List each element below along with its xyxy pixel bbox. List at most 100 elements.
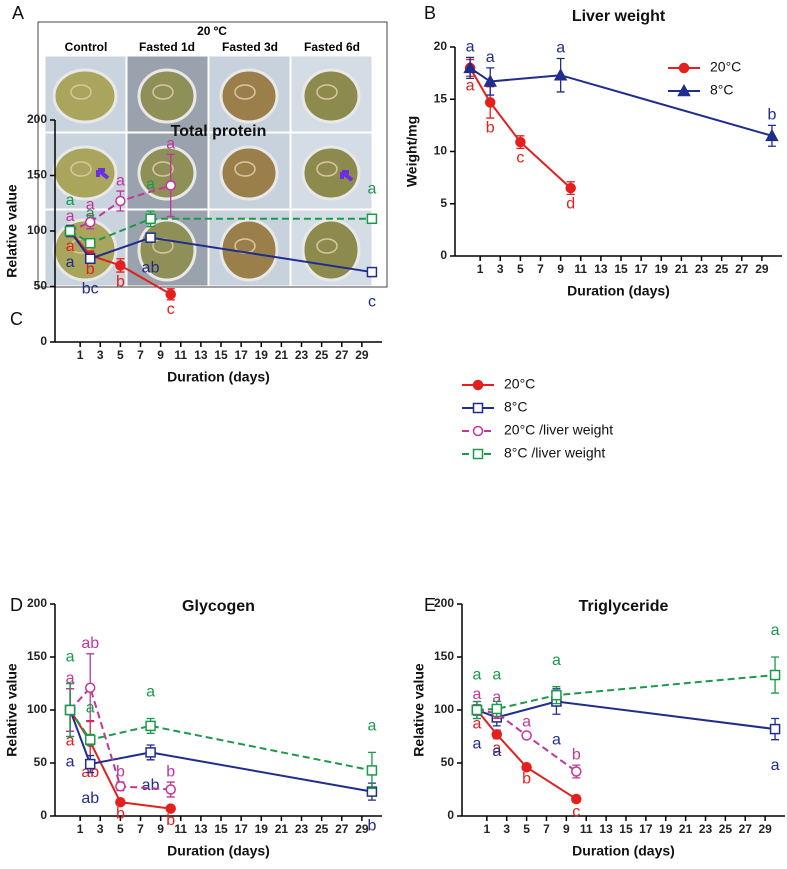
marker xyxy=(366,765,378,776)
marker xyxy=(769,669,781,681)
legend-marker xyxy=(678,62,690,74)
liver-detail xyxy=(316,161,338,177)
x-tick-label: 19 xyxy=(255,348,269,362)
y-tick-label: 0 xyxy=(447,808,454,822)
liver xyxy=(219,68,279,124)
significance-label: a xyxy=(66,254,75,271)
x-tick-label: 15 xyxy=(214,822,228,836)
significance-label: a xyxy=(466,39,475,56)
arrow xyxy=(340,170,354,182)
x-tick-label: 1 xyxy=(484,822,491,836)
x-tick-label: 29 xyxy=(355,348,369,362)
legend-marker xyxy=(677,83,691,97)
liver-detail xyxy=(316,238,338,254)
significance-label: b xyxy=(166,812,175,829)
significance-label: a xyxy=(146,684,155,701)
significance-label: ab xyxy=(142,259,160,276)
y-axis-label: Relative value xyxy=(4,663,20,757)
significance-label: a xyxy=(552,652,561,669)
x-tick-label: 13 xyxy=(594,262,608,276)
x-tick-label: 9 xyxy=(157,348,164,362)
x-tick-label: 25 xyxy=(715,262,729,276)
panel-letter: A xyxy=(12,3,24,23)
chart-title: Glycogen xyxy=(182,598,255,615)
marker xyxy=(145,213,156,225)
significance-label: a xyxy=(472,715,481,732)
x-tick-label: 9 xyxy=(157,822,164,836)
arrow xyxy=(96,168,110,180)
x-tick-label: 1 xyxy=(477,262,484,276)
y-tick-label: 50 xyxy=(441,755,455,769)
marker xyxy=(483,74,497,87)
significance-label: a xyxy=(556,40,565,57)
x-axis-label: Duration (days) xyxy=(567,283,670,299)
x-tick-label: 21 xyxy=(275,348,289,362)
x-tick-label: 27 xyxy=(335,348,349,362)
significance-label: a xyxy=(492,689,501,706)
marker xyxy=(165,289,176,300)
legend-marker xyxy=(472,425,484,437)
marker xyxy=(571,766,582,777)
significance-label: b xyxy=(116,806,125,823)
x-tick-label: 3 xyxy=(97,822,104,836)
legend-marker xyxy=(472,448,484,460)
significance-label: d xyxy=(566,196,575,213)
significance-label: b xyxy=(86,261,95,278)
significance-label: a xyxy=(86,700,95,717)
y-tick-label: 0 xyxy=(40,808,47,822)
significance-label: a xyxy=(66,649,75,666)
y-tick-label: 20 xyxy=(434,39,448,53)
significance-label: a xyxy=(66,192,75,209)
x-tick-label: 17 xyxy=(234,348,248,362)
marker xyxy=(145,720,156,732)
x-tick-label: 17 xyxy=(639,822,653,836)
series-line xyxy=(476,700,776,731)
significance-label: a xyxy=(472,736,481,753)
x-tick-label: 15 xyxy=(214,348,228,362)
x-tick-label: 27 xyxy=(335,822,349,836)
x-tick-label: 3 xyxy=(97,348,104,362)
y-tick-label: 5 xyxy=(440,196,447,210)
x-tick-label: 23 xyxy=(699,822,713,836)
x-tick-label: 7 xyxy=(137,348,144,362)
significance-label: b xyxy=(572,746,581,763)
marker xyxy=(366,213,378,225)
legend-marker xyxy=(472,379,484,391)
x-tick-label: 29 xyxy=(355,822,369,836)
panel-letter: D xyxy=(10,595,23,615)
y-tick-label: 150 xyxy=(434,649,454,663)
significance-label: a xyxy=(367,181,376,198)
marker xyxy=(521,761,532,773)
x-tick-label: 11 xyxy=(580,822,593,836)
marker xyxy=(84,682,96,693)
liver xyxy=(52,145,118,201)
significance-label: a xyxy=(166,136,175,153)
x-axis-label: Duration (days) xyxy=(572,843,675,859)
marker xyxy=(471,704,483,716)
significance-label: a xyxy=(146,176,155,193)
marker xyxy=(769,723,781,735)
marker xyxy=(565,182,576,194)
chart-title: Triglyceride xyxy=(579,598,669,615)
marker xyxy=(553,68,568,81)
legend-marker xyxy=(472,402,484,414)
x-tick-label: 11 xyxy=(574,262,587,276)
y-tick-label: 0 xyxy=(40,334,47,348)
marker xyxy=(765,128,779,142)
chart-title: Total protein xyxy=(171,123,267,140)
y-tick-label: 50 xyxy=(34,279,48,293)
marker xyxy=(64,704,76,716)
x-tick-label: 11 xyxy=(174,348,187,362)
x-axis-label: Duration (days) xyxy=(167,369,270,385)
x-tick-label: 7 xyxy=(137,822,144,836)
photo-column: Fasted 6d xyxy=(304,40,360,54)
marker xyxy=(115,260,126,271)
marker xyxy=(366,266,378,278)
y-tick-label: 100 xyxy=(434,702,454,716)
y-tick-label: 10 xyxy=(434,144,448,158)
marker xyxy=(84,734,96,745)
x-tick-label: 17 xyxy=(634,262,648,276)
marker xyxy=(84,253,96,264)
significance-label: a xyxy=(522,713,531,730)
x-tick-label: 29 xyxy=(758,822,772,836)
